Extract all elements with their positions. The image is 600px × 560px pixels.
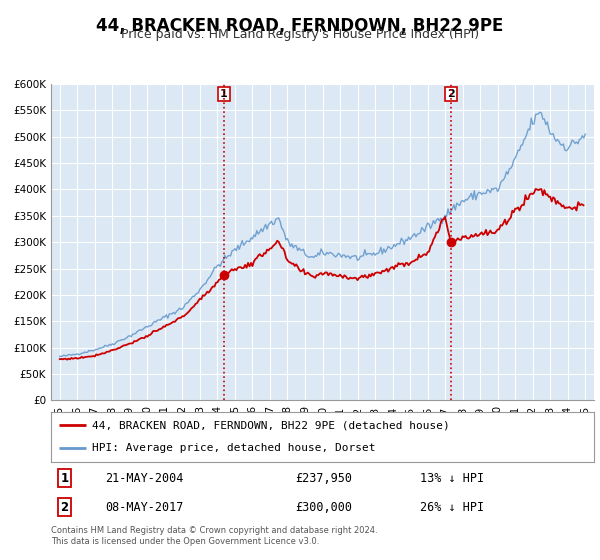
Text: 08-MAY-2017: 08-MAY-2017 [106, 501, 184, 514]
Text: 21-MAY-2004: 21-MAY-2004 [106, 472, 184, 485]
Text: 26% ↓ HPI: 26% ↓ HPI [420, 501, 484, 514]
Text: 44, BRACKEN ROAD, FERNDOWN, BH22 9PE: 44, BRACKEN ROAD, FERNDOWN, BH22 9PE [97, 17, 503, 35]
Text: 44, BRACKEN ROAD, FERNDOWN, BH22 9PE (detached house): 44, BRACKEN ROAD, FERNDOWN, BH22 9PE (de… [92, 420, 449, 430]
Text: 13% ↓ HPI: 13% ↓ HPI [420, 472, 484, 485]
Text: 2: 2 [61, 501, 68, 514]
Text: £237,950: £237,950 [295, 472, 352, 485]
Text: 1: 1 [61, 472, 68, 485]
Text: £300,000: £300,000 [295, 501, 352, 514]
Text: 2: 2 [448, 89, 455, 99]
Text: Contains HM Land Registry data © Crown copyright and database right 2024.
This d: Contains HM Land Registry data © Crown c… [51, 526, 377, 546]
Text: 1: 1 [220, 89, 228, 99]
Text: Price paid vs. HM Land Registry's House Price Index (HPI): Price paid vs. HM Land Registry's House … [121, 28, 479, 41]
Text: HPI: Average price, detached house, Dorset: HPI: Average price, detached house, Dors… [92, 444, 375, 454]
